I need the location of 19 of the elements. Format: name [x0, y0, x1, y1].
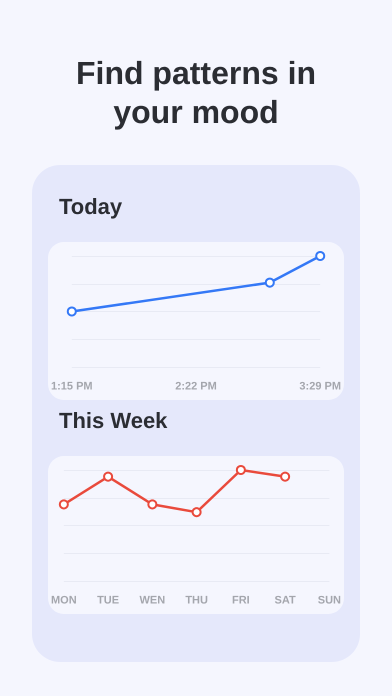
- x-tick-label: WEN: [140, 594, 166, 606]
- point: [58, 499, 69, 510]
- x-tick-label: FRI: [232, 594, 250, 606]
- chart-title: This Week: [59, 408, 168, 434]
- point: [280, 472, 290, 482]
- x-tick-label: 1:15 PM: [50, 380, 93, 392]
- x-tick-label: 2:22 PM: [175, 380, 217, 392]
- x-tick-label: TUE: [97, 594, 120, 606]
- x-tick-label: MON: [50, 594, 77, 606]
- point: [192, 507, 202, 518]
- point: [147, 499, 158, 510]
- chart-title: Today: [59, 194, 122, 220]
- point: [103, 472, 114, 482]
- x-tick-label: 3:29 PM: [299, 380, 342, 392]
- x-tick-label: SAT: [274, 594, 296, 606]
- x-tick-label: THU: [185, 594, 208, 606]
- text: Find patterns in your mood: [75, 54, 317, 132]
- point: [236, 465, 246, 475]
- x-tick-label: SUN: [318, 594, 342, 606]
